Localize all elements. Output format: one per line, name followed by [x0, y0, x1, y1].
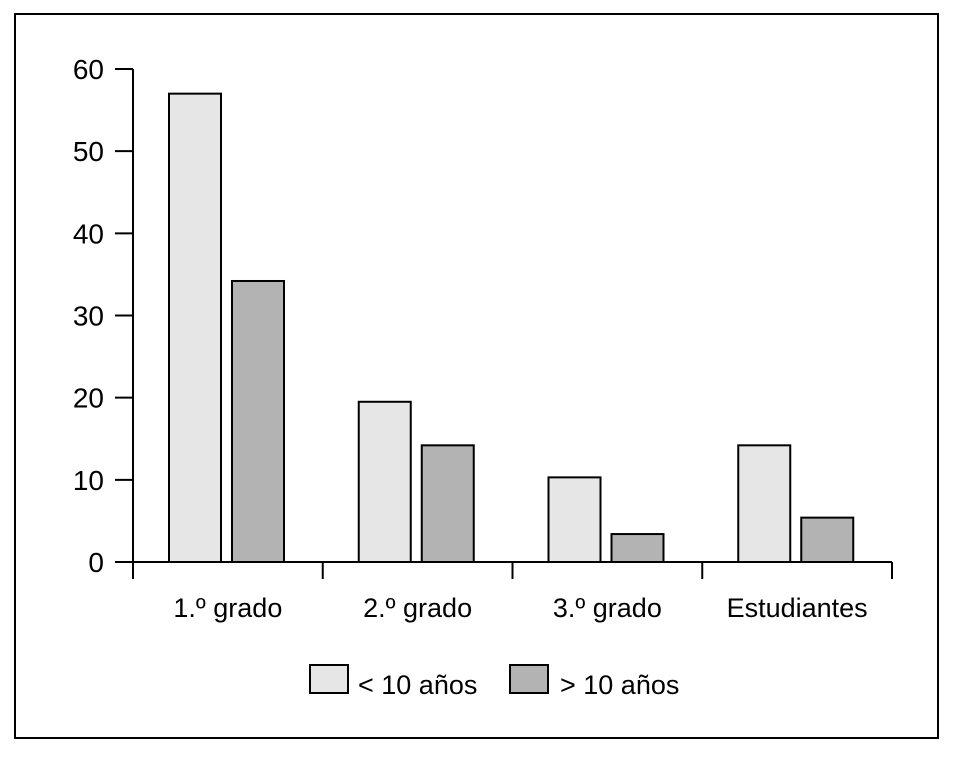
bar [800, 516, 855, 564]
bar [547, 476, 602, 564]
x-tick-label: 1.º grado [173, 593, 282, 623]
legend: < 10 años > 10 años [309, 664, 679, 700]
x-tick-label: 2.º grado [363, 593, 472, 623]
legend-swatch [509, 664, 549, 694]
legend-swatch [309, 664, 349, 694]
y-tick-label: 10 [73, 465, 104, 496]
y-tick-label: 20 [73, 383, 104, 414]
y-axis: 0 10 20 30 40 50 60 [73, 54, 134, 578]
bars [168, 92, 855, 564]
x-tick-label: Estudiantes [727, 593, 868, 623]
y-tick-label: 50 [73, 136, 104, 167]
bar [420, 444, 475, 563]
legend-label: < 10 años [358, 670, 477, 700]
y-tick-label: 40 [73, 218, 104, 249]
legend-label: > 10 años [560, 670, 679, 700]
y-tick-label: 0 [88, 547, 104, 578]
chart-frame [14, 13, 939, 739]
x-axis: 1.º grado 2.º grado 3.º grado Estudiantes [132, 561, 893, 623]
bar [610, 533, 665, 564]
bar [737, 444, 792, 563]
bar [357, 400, 412, 563]
bar [168, 92, 222, 564]
x-tick-label: 3.º grado [553, 593, 662, 623]
y-tick-label: 60 [73, 54, 104, 85]
y-tick-label: 30 [73, 301, 104, 332]
bar [231, 279, 285, 563]
